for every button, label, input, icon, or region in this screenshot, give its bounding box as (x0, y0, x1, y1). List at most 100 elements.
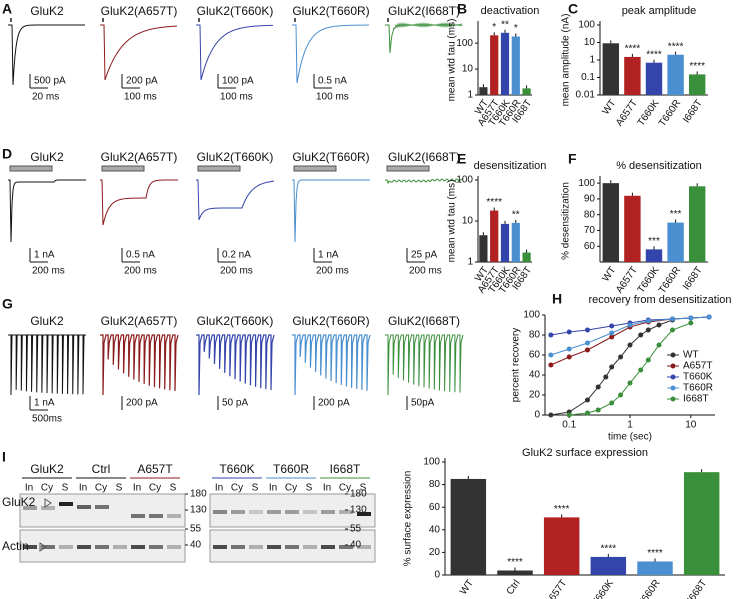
lane-label: In (25, 483, 33, 494)
significance: * (492, 22, 496, 33)
point (670, 316, 675, 322)
point (688, 315, 694, 321)
y-tick-label: 0.01 (576, 90, 596, 101)
band (249, 545, 263, 549)
trace (196, 179, 275, 221)
y-axis-label: percent recovery (511, 328, 522, 402)
trace (100, 179, 179, 226)
point (627, 322, 633, 328)
point (609, 334, 615, 340)
bar (522, 88, 531, 95)
band (95, 505, 109, 509)
lane-label: S (306, 483, 313, 494)
legend-label: T660K (683, 372, 713, 383)
y-tick-label: 10 (584, 37, 596, 48)
mw-marker: 40 (190, 540, 202, 551)
band (149, 514, 163, 518)
x-tick-label: T660K (590, 578, 616, 599)
x-tick-label: I668T (681, 265, 705, 292)
scale-label: 1 nA (34, 398, 55, 409)
band (23, 506, 37, 510)
point (609, 330, 615, 336)
significance: *** (648, 236, 660, 247)
point (603, 374, 609, 380)
row-arrow (44, 498, 52, 508)
bar (667, 54, 684, 95)
band (285, 545, 299, 549)
band (59, 545, 73, 549)
application-bar (197, 165, 241, 172)
bar (688, 74, 706, 95)
trace (292, 179, 370, 243)
stim-marker (387, 18, 389, 22)
trace (100, 334, 179, 396)
chart-title: % desensitization (616, 160, 702, 172)
bar (500, 32, 510, 95)
band (213, 545, 227, 549)
significance: **** (486, 197, 502, 208)
x-tick-label: 0.1 (562, 420, 576, 431)
panel-letter: G (2, 296, 13, 312)
bar (479, 235, 488, 262)
trace (100, 24, 178, 81)
point (638, 332, 644, 338)
point (688, 320, 694, 326)
point (548, 362, 554, 368)
significance: ** (501, 19, 509, 30)
stim-marker (10, 18, 12, 22)
band (149, 545, 163, 549)
point (670, 327, 675, 333)
trace-label: GluK2(A657T) (101, 314, 178, 328)
significance: **** (554, 504, 570, 515)
bar (637, 561, 673, 575)
panel-letter: C (568, 1, 578, 17)
y-tick-label: 100 (456, 175, 473, 186)
point (548, 332, 554, 338)
point (585, 410, 590, 416)
bar (590, 556, 627, 575)
trace (292, 334, 371, 396)
point (585, 347, 590, 353)
scale-label: 50pA (411, 398, 435, 409)
y-tick-label: 20 (529, 390, 541, 401)
bar (624, 195, 641, 262)
x-tick-label: WT (600, 265, 618, 284)
trace-label: GluK2 (30, 314, 64, 328)
significance: * (514, 23, 518, 34)
x-tick-label: 10 (685, 420, 697, 431)
panel-letter: D (2, 146, 12, 162)
bar (543, 517, 580, 575)
trace-label: GluK2(T660K) (197, 4, 274, 18)
point (706, 314, 712, 320)
band (303, 510, 317, 514)
y-tick-label: 100 (578, 178, 595, 189)
scale-label: 200 ms (409, 266, 442, 277)
lane-label: Cy (339, 483, 351, 494)
mw-marker: 40 (350, 540, 362, 551)
panel-letter: B (457, 1, 467, 17)
y-tick-label: 1 (589, 55, 595, 66)
x-tick-label: Ctrl (505, 578, 523, 597)
trace-label: GluK2(T660R) (292, 314, 369, 328)
x-tick-label: I668T (681, 98, 705, 125)
lane-label: In (323, 483, 331, 494)
mw-marker: 55 (190, 524, 202, 535)
x-tick-label: T660R (657, 265, 683, 296)
scale-label: 500ms (32, 414, 62, 425)
legend-marker (670, 374, 676, 380)
band (77, 505, 91, 509)
panel-letter: E (457, 151, 466, 167)
lane-label: Cy (41, 483, 53, 494)
lane-label: S (116, 483, 123, 494)
x-axis-label: time (sec) (608, 432, 652, 443)
y-tick-label: 1 (467, 90, 473, 101)
scale-label: 1 nA (34, 250, 55, 261)
y-axis-label: mean wtd tau (ms) (447, 19, 458, 102)
application-bar (293, 165, 337, 172)
chart-title: peak amplitude (622, 5, 697, 17)
bar (683, 472, 720, 575)
band (231, 510, 245, 514)
group-label: T660K (219, 462, 254, 476)
y-tick-label: 60 (529, 350, 541, 361)
bar (602, 43, 620, 95)
